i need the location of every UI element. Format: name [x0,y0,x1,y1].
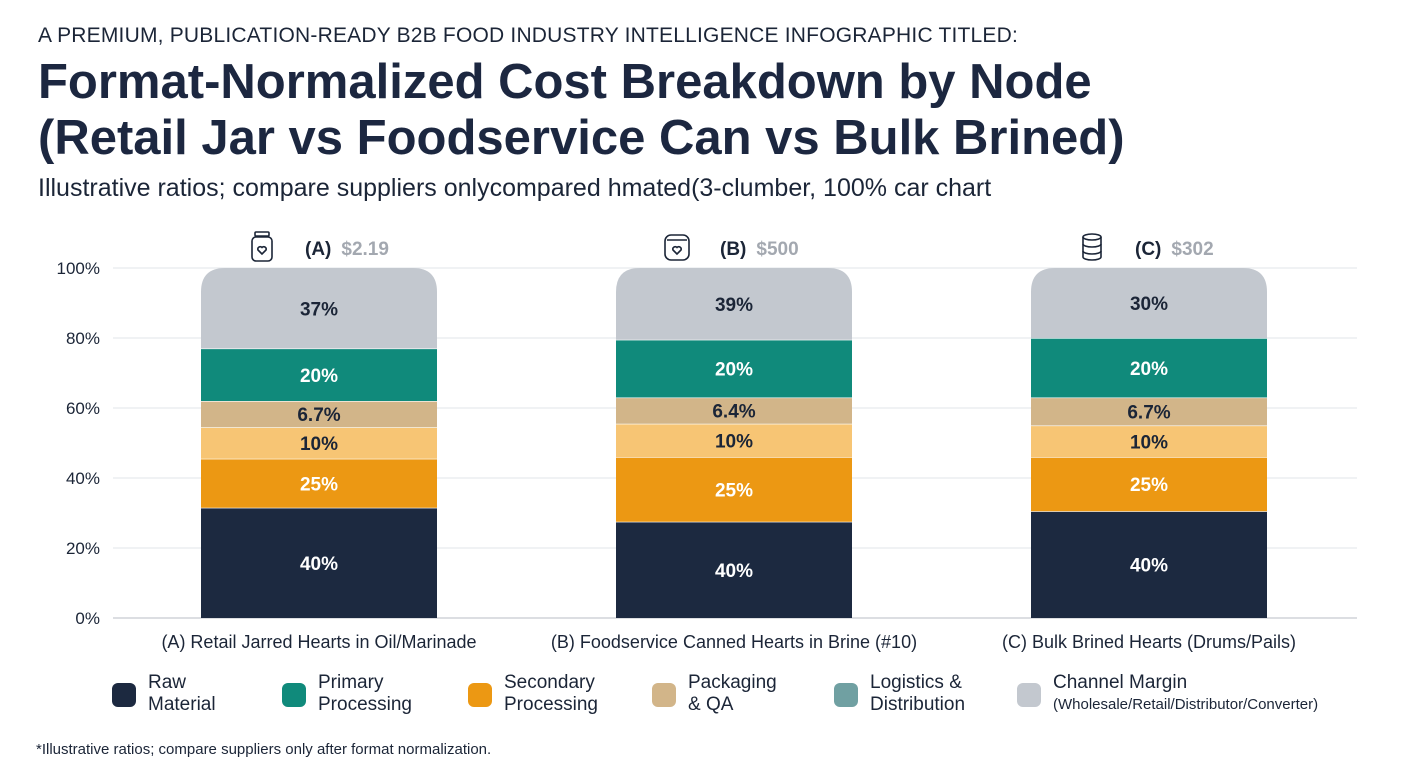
data-label: 25% [715,480,753,501]
legend-label: Logistics & Distribution [870,672,966,715]
data-label: 25% [300,474,338,495]
footnote: *Illustrative ratios; compare suppliers … [36,741,492,758]
bar-segment [616,397,852,424]
legend-item-primary-processing: Primary Processing [282,672,412,716]
y-tick-label: 60% [66,399,100,418]
legend-label: Packaging & QA [688,672,777,715]
column-tag: (A) [305,239,331,260]
x-category-label: (C) Bulk Brined Hearts (Drums/Pails) [1002,632,1296,652]
column-price: $500 [756,239,798,260]
data-label: 20% [1130,359,1168,380]
legend: Raw Material Primary Processing Secondary P… [112,672,1382,722]
legend-swatch [282,683,306,707]
bar-segment [616,268,852,340]
data-label: 40% [300,554,338,575]
column-price: $302 [1171,239,1213,260]
y-tick-label: 20% [66,539,100,558]
legend-label: Secondary Processing [504,672,598,715]
data-label: 6.7% [1127,403,1170,424]
column-header: (A) $2.19 [305,239,389,260]
legend-swatch [468,683,492,707]
bar-stack: 40% 25% 10% 6.7% 20% 37% [201,268,437,618]
data-label: 10% [715,431,753,452]
data-label: 30% [1130,294,1168,315]
data-label: 20% [300,366,338,387]
bar-segment [201,401,437,428]
x-category-label: (B) Foodservice Canned Hearts in Brine (… [551,632,917,652]
legend-label: Primary Processing [318,672,412,715]
title-line-2: (Retail Jar vs Foodservice Can vs Bulk B… [38,111,1125,165]
bar-segment [1031,511,1267,618]
y-tick-label: 0% [75,609,100,628]
bar-segment [616,339,852,398]
bar-segment [616,423,852,457]
jar-icon [251,231,273,262]
data-label: 25% [1130,475,1168,496]
bar-segment [1031,397,1267,426]
kicker-text: A PREMIUM, PUBLICATION-READY B2B FOOD IN… [38,24,1019,47]
subtitle: Illustrative ratios; compare suppliers o… [38,174,992,202]
bar-segment [201,427,437,459]
bar-stack: 40% 25% 10% 6.4% 20% 39% [616,268,852,618]
legend-swatch [1017,683,1041,707]
legend-item-raw-material: Raw Material [112,672,216,716]
legend-item-packaging-qa: Packaging & QA [652,672,777,716]
legend-swatch [834,683,858,707]
title-line-1: Format-Normalized Cost Breakdown by Node [38,55,1092,109]
y-tick-label: 100% [57,259,100,278]
bar-segment [1031,338,1267,398]
column-price: $2.19 [341,239,389,260]
data-label: 6.7% [297,405,340,426]
legend-item-channel-margin: Channel Margin (Wholesale/Retail/Distribu… [1017,672,1318,716]
legend-item-logistics-distribution: Logistics & Distribution [834,672,965,716]
bar-stack: 40% 25% 10% 6.7% 20% 30% [1031,268,1267,618]
data-label: 10% [300,434,338,455]
column-header: (B) $500 [720,239,799,260]
data-label: 39% [715,295,753,316]
legend-swatch [112,683,136,707]
column-tag: (B) [720,239,746,260]
data-label: 20% [715,360,753,381]
bar-segment [201,268,437,349]
bar-segment [616,457,852,522]
data-label: 10% [1130,432,1168,453]
data-label: 6.4% [712,402,755,423]
bar-segment [201,458,437,508]
bar-segment [1031,268,1267,338]
x-category-label: (A) Retail Jarred Hearts in Oil/Marinade [161,632,476,652]
bar-segment [201,348,437,401]
legend-label: Raw Material [148,672,216,715]
bar-segment [1031,457,1267,512]
column-header: (C) $302 [1135,239,1214,260]
data-label: 37% [300,299,338,320]
can-icon [664,234,690,261]
bar-segment [616,521,852,618]
data-label: 40% [715,561,753,582]
legend-label: Channel Margin (Wholesale/Retail/Distribu… [1053,672,1319,713]
data-label: 40% [1130,556,1168,577]
drum-icon [1082,233,1102,261]
bar-segment [1031,425,1267,457]
page-title: Format-Normalized Cost Breakdown by Node… [38,54,1125,166]
y-tick-label: 40% [66,469,100,488]
bar-segment [201,507,437,618]
legend-swatch [652,683,676,707]
legend-item-secondary-processing: Secondary Processing [468,672,598,716]
column-tag: (C) [1135,239,1161,260]
y-tick-label: 80% [66,329,100,348]
